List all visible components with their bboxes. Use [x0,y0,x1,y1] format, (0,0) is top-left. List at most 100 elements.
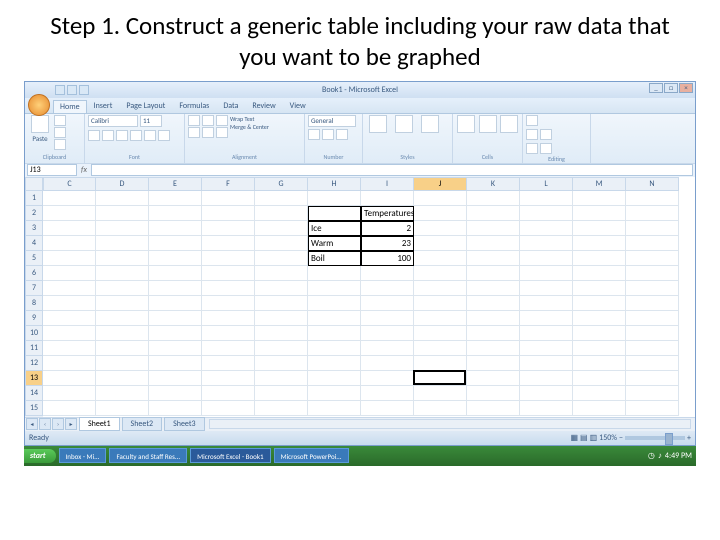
cell[interactable] [43,251,96,266]
row-header[interactable]: 8 [25,296,43,311]
cut-button[interactable] [54,115,66,126]
cell[interactable] [202,191,255,206]
cell[interactable] [308,266,361,281]
autosum-button[interactable] [526,115,538,126]
cell[interactable] [626,266,679,281]
row-header[interactable]: 9 [25,311,43,326]
column-header[interactable]: I [361,177,414,191]
cell[interactable]: Warm [308,236,361,251]
cell[interactable] [43,401,96,416]
cell[interactable] [573,371,626,386]
cell[interactable] [573,386,626,401]
cell[interactable] [255,341,308,356]
cell[interactable] [414,326,467,341]
cell[interactable] [255,281,308,296]
office-button[interactable] [28,94,50,116]
cell[interactable] [96,236,149,251]
currency-button[interactable] [308,129,320,140]
cell[interactable] [414,356,467,371]
insert-cells-button[interactable] [456,115,476,134]
cell[interactable] [149,326,202,341]
tab-page-layout[interactable]: Page Layout [119,99,172,113]
cell[interactable] [255,311,308,326]
cell[interactable] [149,206,202,221]
cell[interactable] [43,191,96,206]
cell[interactable] [573,311,626,326]
cell[interactable] [361,311,414,326]
column-header[interactable]: N [626,177,679,191]
view-break-icon[interactable]: ▥ [590,433,598,443]
zoom-in-button[interactable]: + [687,433,691,443]
cell[interactable] [202,296,255,311]
cell[interactable] [573,236,626,251]
tab-insert[interactable]: Insert [87,99,120,113]
cell[interactable] [202,326,255,341]
tab-review[interactable]: Review [245,99,282,113]
cell-styles-button[interactable] [418,115,442,134]
cell[interactable] [43,281,96,296]
cell[interactable] [255,266,308,281]
cell[interactable] [202,206,255,221]
cell[interactable] [414,386,467,401]
taskbar-item-2[interactable]: Microsoft Excel - Book1 [190,448,270,463]
maximize-button[interactable]: □ [664,83,678,93]
cell[interactable] [149,191,202,206]
cell[interactable] [361,326,414,341]
cell[interactable] [467,356,520,371]
fx-icon[interactable]: fx [77,165,91,175]
cell[interactable] [43,221,96,236]
format-as-table-button[interactable] [392,115,416,134]
name-box[interactable]: J13 [27,164,77,176]
cell[interactable] [520,341,573,356]
cell[interactable] [96,221,149,236]
row-header[interactable]: 6 [25,266,43,281]
cell[interactable] [149,296,202,311]
cell[interactable] [255,356,308,371]
cell[interactable] [202,401,255,416]
sheet-nav-prev[interactable]: ‹ [39,418,51,430]
row-header[interactable]: 10 [25,326,43,341]
row-header[interactable]: 13 [25,371,43,386]
cell[interactable] [414,311,467,326]
cell[interactable] [149,281,202,296]
align-bottom[interactable] [216,115,228,126]
cell[interactable] [43,341,96,356]
cell[interactable] [202,356,255,371]
cell[interactable] [255,326,308,341]
row-header[interactable]: 4 [25,236,43,251]
comma-button[interactable] [336,129,348,140]
cell[interactable] [414,251,467,266]
save-icon[interactable] [55,85,65,95]
tab-home[interactable]: Home [53,100,87,113]
column-header[interactable]: E [149,177,202,191]
cell[interactable] [255,191,308,206]
tab-view[interactable]: View [283,99,313,113]
cell[interactable] [467,371,520,386]
cell[interactable] [43,206,96,221]
cell[interactable] [43,326,96,341]
conditional-formatting-button[interactable] [366,115,390,134]
taskbar-item-0[interactable]: Inbox - Mi... [59,448,107,463]
cell[interactable] [467,281,520,296]
merge-center-button[interactable]: Merge & Center [230,123,269,131]
cell[interactable] [520,311,573,326]
tab-formulas[interactable]: Formulas [172,99,216,113]
cell[interactable] [96,251,149,266]
cell[interactable] [202,251,255,266]
cell[interactable] [467,266,520,281]
cell[interactable] [308,191,361,206]
cell[interactable] [626,401,679,416]
number-format-select[interactable]: General [308,115,356,127]
cell[interactable] [414,206,467,221]
cell[interactable] [520,326,573,341]
cell[interactable] [626,311,679,326]
cell[interactable] [308,356,361,371]
cell[interactable] [149,266,202,281]
cell[interactable] [149,371,202,386]
cell[interactable] [626,206,679,221]
cell[interactable] [149,386,202,401]
cell[interactable] [149,221,202,236]
cell[interactable] [308,311,361,326]
cell[interactable] [467,311,520,326]
cell[interactable] [520,191,573,206]
